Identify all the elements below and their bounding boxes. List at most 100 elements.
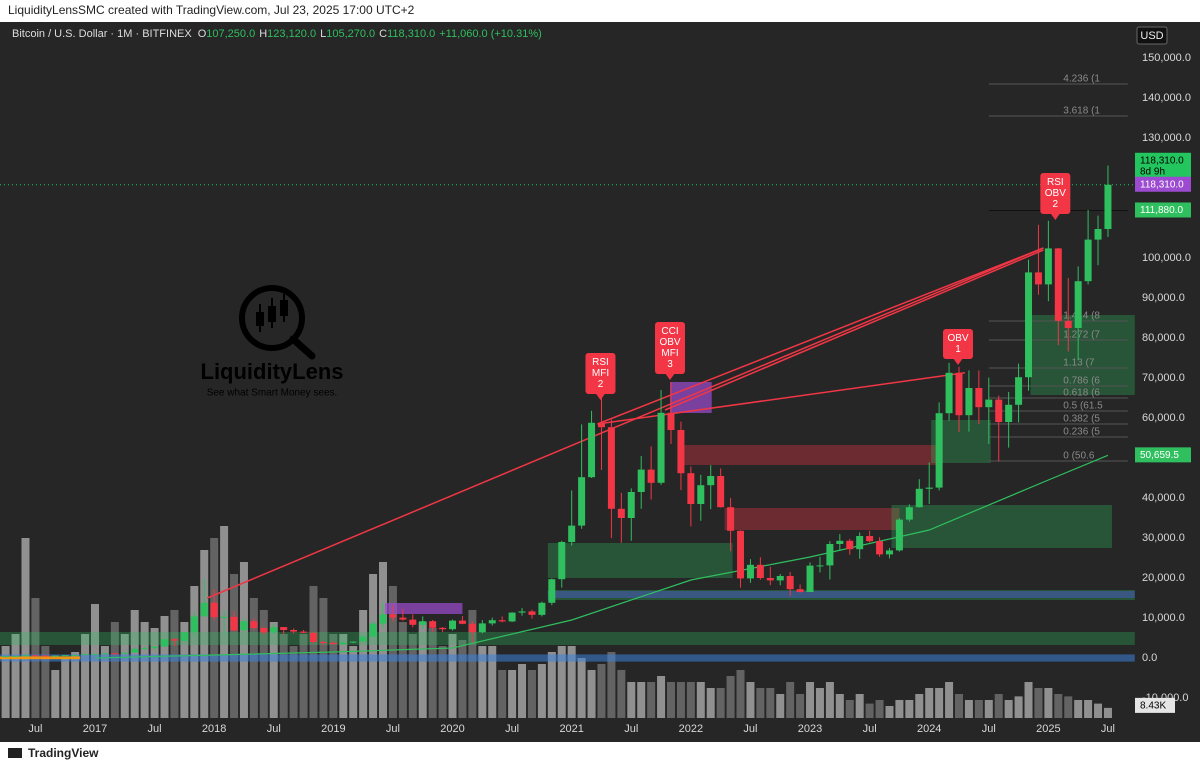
volume-bar bbox=[647, 682, 656, 718]
candle-body bbox=[250, 621, 258, 628]
moving-average bbox=[94, 454, 1109, 659]
candle-body bbox=[21, 655, 29, 657]
volume-bar bbox=[150, 628, 159, 718]
candle-body bbox=[687, 473, 695, 504]
candle-body bbox=[617, 508, 625, 518]
fib-label: 1.414 (8 bbox=[1063, 311, 1100, 322]
signal-text: MFI bbox=[661, 348, 678, 359]
volume-bar bbox=[359, 610, 368, 718]
volume-bar bbox=[597, 664, 606, 718]
candle-body bbox=[1084, 239, 1092, 282]
volume-bar bbox=[41, 646, 50, 718]
signal-text: 1 bbox=[955, 344, 961, 355]
x-tick-label: 2018 bbox=[202, 723, 226, 735]
fib-label: 0.786 (6 bbox=[1063, 376, 1100, 387]
x-tick-label: 2023 bbox=[798, 723, 822, 735]
volume-bar bbox=[190, 586, 199, 718]
x-tick-label: 2019 bbox=[321, 723, 345, 735]
volume-bar bbox=[726, 676, 735, 718]
volume-bar bbox=[974, 700, 983, 718]
price-label-box bbox=[1135, 152, 1191, 179]
candle-body bbox=[379, 614, 387, 624]
volume-bar bbox=[508, 670, 517, 718]
x-tick-label: Jul bbox=[743, 723, 757, 735]
candle-body bbox=[945, 372, 953, 414]
volume-bar bbox=[1, 646, 10, 718]
candle-body bbox=[905, 507, 913, 520]
volume-bar bbox=[438, 646, 447, 718]
trend-line bbox=[664, 249, 1044, 411]
candle-body bbox=[458, 620, 466, 624]
candle-body bbox=[290, 630, 298, 632]
candle-body bbox=[91, 654, 99, 656]
signal-pointer bbox=[1050, 213, 1061, 220]
candle-body bbox=[1034, 272, 1042, 285]
signal-text: CCI bbox=[661, 326, 678, 337]
candle-body bbox=[717, 476, 725, 508]
candle-body bbox=[776, 576, 784, 581]
brand-name: LiquidityLens bbox=[201, 359, 344, 384]
candle-body bbox=[1054, 248, 1062, 321]
volume-bar bbox=[875, 700, 884, 718]
candle-body bbox=[1005, 404, 1013, 422]
candle-body bbox=[766, 578, 774, 581]
volume-bar bbox=[627, 682, 636, 718]
candle-body bbox=[746, 564, 754, 579]
volume-bar bbox=[488, 646, 497, 718]
candle-body bbox=[866, 536, 874, 542]
x-tick-label: Jul bbox=[863, 723, 877, 735]
candle-body bbox=[568, 525, 576, 542]
y-tick-label: 60,000.0 bbox=[1142, 412, 1185, 424]
fib-label: 1.272 (7 bbox=[1063, 330, 1100, 341]
x-tick-label: 2017 bbox=[83, 723, 107, 735]
volume-bar bbox=[458, 640, 467, 718]
candle-body bbox=[240, 621, 248, 631]
y-tick-label: 140,000.0 bbox=[1142, 92, 1191, 104]
candle-body bbox=[826, 544, 834, 566]
price-label: 111,880.0 bbox=[1140, 205, 1183, 216]
signal-text: RSI bbox=[592, 357, 609, 368]
volume-bar bbox=[587, 670, 596, 718]
candle-body bbox=[101, 653, 109, 655]
ohlc-value: 123,120.0 bbox=[267, 28, 317, 40]
volume-bar bbox=[428, 628, 437, 718]
y-tick-label: 20,000.0 bbox=[1142, 572, 1185, 584]
volume-label-box bbox=[1135, 697, 1175, 713]
volume-bar bbox=[537, 664, 546, 718]
fib-label: 3.618 (1 bbox=[1063, 106, 1100, 117]
volume-bar bbox=[557, 646, 566, 718]
candle-body bbox=[210, 602, 218, 618]
signal-text: OBV bbox=[947, 333, 968, 344]
volume-label: 8.43K bbox=[1140, 701, 1166, 712]
candle-body bbox=[260, 628, 268, 633]
signal-text: OBV bbox=[659, 337, 680, 348]
candle-body bbox=[548, 579, 556, 603]
volume-bar bbox=[180, 622, 189, 718]
signal-box bbox=[943, 329, 974, 359]
volume-bar bbox=[339, 634, 348, 718]
volume-bar bbox=[349, 646, 358, 718]
candle-body bbox=[1025, 272, 1033, 378]
currency: USD bbox=[1140, 30, 1163, 42]
volume-bar bbox=[21, 538, 30, 718]
candle-body bbox=[111, 653, 119, 655]
candle-body bbox=[409, 619, 417, 625]
candle-body bbox=[985, 399, 993, 408]
volume-bar bbox=[776, 694, 785, 718]
volume-bar bbox=[329, 634, 338, 718]
volume-bar bbox=[885, 706, 894, 718]
volume-bar bbox=[100, 646, 109, 718]
candle-body bbox=[478, 623, 486, 633]
ohlc-value: 105,270.0 bbox=[326, 28, 376, 40]
volume-bar bbox=[637, 682, 646, 718]
x-tick-label: Jul bbox=[624, 723, 638, 735]
volume-bar bbox=[51, 670, 60, 718]
volume-bar bbox=[895, 700, 904, 718]
volume-bar bbox=[607, 652, 616, 718]
fib-label: 0.5 (61.5 bbox=[1063, 401, 1103, 412]
volume-bar bbox=[835, 694, 844, 718]
volume-bar bbox=[408, 634, 417, 718]
ohlc-prefix: O bbox=[197, 28, 207, 40]
candle-body bbox=[270, 627, 278, 633]
y-tick-label: 130,000.0 bbox=[1142, 132, 1191, 144]
